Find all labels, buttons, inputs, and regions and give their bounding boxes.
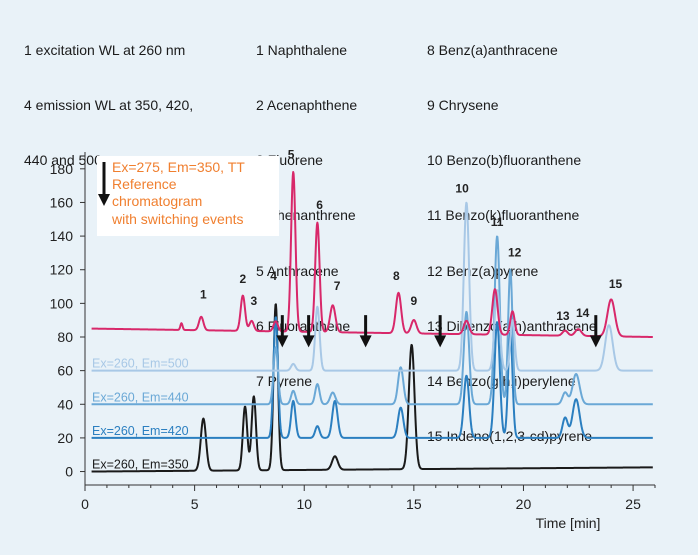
peak-label: 8 [393, 269, 400, 283]
x-tick-label: 25 [625, 496, 641, 512]
y-tick-label: 100 [50, 295, 74, 311]
compound-entry: 7 Pyrene [256, 373, 313, 390]
annotation-line: chromatogram [112, 193, 202, 209]
trace-label: Ex=260, Em=350 [92, 458, 189, 472]
x-tick-label: 5 [191, 496, 199, 512]
y-tick-label: 120 [50, 262, 74, 278]
labels: Ex=260, Em=350 Ex=260, Em=420 Ex=260, Em=4… [92, 148, 623, 472]
switching-event-arrow-icon [302, 335, 315, 348]
switching-event-arrow-icon [589, 335, 602, 348]
peak-label: 3 [250, 294, 257, 308]
trace-label: Ex=260, Em=420 [92, 424, 189, 438]
peak-label: 5 [288, 148, 295, 162]
reference-annotation: Ex=275, Em=350, TT Reference chromatogra… [97, 156, 279, 236]
peak-label: 6 [316, 198, 323, 212]
y-tick-label: 40 [57, 396, 73, 412]
y-tick-label: 20 [57, 430, 73, 446]
x-tick-label: 20 [516, 496, 532, 512]
x-tick-label: 15 [406, 496, 422, 512]
trace-line [91, 303, 654, 473]
axes: 0 20 40 60 80 100 120 140 160 180 0 5 10 15 20 25 [50, 152, 656, 512]
peak-label: 2 [240, 272, 247, 286]
excitation-line: 1 excitation WL at 260 nm [24, 41, 186, 58]
y-tick-label: 60 [57, 363, 73, 379]
switching-event-arrow-icon [276, 335, 289, 348]
y-tick-label: 140 [50, 228, 74, 244]
peak-label: 15 [609, 277, 623, 291]
compound-entry: 1 Naphthalene [256, 41, 348, 58]
peak-label: 12 [508, 245, 522, 259]
x-tick-label: 0 [81, 496, 89, 512]
x-tick-label: 10 [296, 496, 312, 512]
peak-label: 13 [556, 309, 570, 323]
peak-label: 11 [491, 215, 504, 229]
trace-line [91, 235, 654, 406]
trace-line [91, 316, 654, 439]
annotation-line: Reference [112, 176, 177, 192]
compound-legend-col1: 1 Naphthalene 2 Acenaphthene 3 Fluorene … [256, 4, 357, 409]
y-tick-label: 0 [65, 464, 73, 480]
y-tick-label: 160 [50, 194, 74, 210]
trace-label: Ex=260, Em=500 [92, 357, 189, 371]
compound-entry: 4 Phenanthrene [256, 207, 356, 224]
excitation-line: 4 emission WL at 350, 420, [24, 97, 194, 114]
trace-line [91, 170, 654, 338]
y-tick-label: 180 [50, 161, 74, 177]
compound-entry: 15 Indeno(1,2,3-cd)pyrene [427, 428, 592, 445]
switching-event-arrow-icon [434, 335, 447, 348]
peak-label: 14 [576, 306, 590, 320]
compound-entry: 10 Benzo(b)fluoranthene [427, 152, 582, 169]
annotation-arrow-head-icon [98, 194, 110, 206]
compound-entry: 8 Benz(a)anthracene [427, 41, 558, 58]
traces [91, 170, 654, 473]
annotation-line: with switching events [111, 211, 244, 227]
x-axis-label: Time [min] [536, 515, 601, 531]
peak-label: 10 [455, 181, 469, 195]
peak-label: 7 [334, 279, 341, 293]
trace-line [91, 201, 654, 372]
switching-event-arrow-icon [359, 335, 372, 348]
annotation-box [97, 156, 279, 236]
y-tick-label: 80 [57, 329, 73, 345]
compound-entry: 9 Chrysene [427, 97, 499, 114]
trace-label: Ex=260, Em=440 [92, 390, 189, 404]
annotation-line: Ex=275, Em=350, TT [112, 159, 245, 175]
compound-entry: 2 Acenaphthene [256, 97, 358, 114]
peak-label: 1 [200, 287, 207, 301]
peak-label: 9 [411, 294, 418, 308]
peak-label: 4 [270, 269, 277, 283]
